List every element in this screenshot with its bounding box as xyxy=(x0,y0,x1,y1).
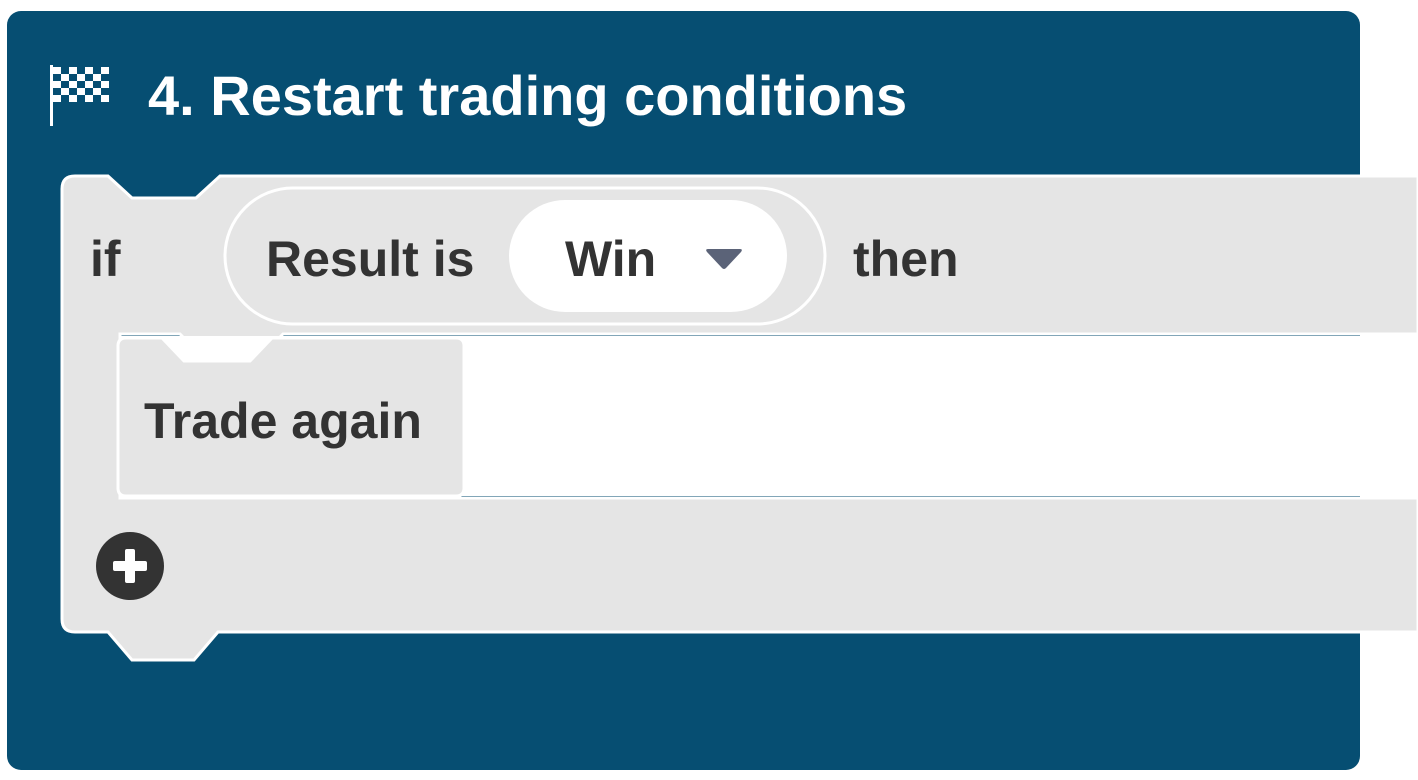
if-keyword: if xyxy=(90,231,121,287)
dropdown-triangle-icon[interactable] xyxy=(704,246,744,272)
block-title: 4. Restart trading conditions xyxy=(148,64,908,127)
result-dropdown-value[interactable]: Win xyxy=(565,231,657,287)
trade-again-label: Trade again xyxy=(144,393,422,449)
trade-again-block[interactable] xyxy=(116,336,466,498)
checkered-flag-icon xyxy=(48,62,112,128)
plus-circle-icon[interactable] xyxy=(96,532,164,600)
result-dropdown[interactable] xyxy=(509,200,787,312)
result-is-label: Result is xyxy=(266,231,475,287)
then-keyword: then xyxy=(853,231,959,287)
